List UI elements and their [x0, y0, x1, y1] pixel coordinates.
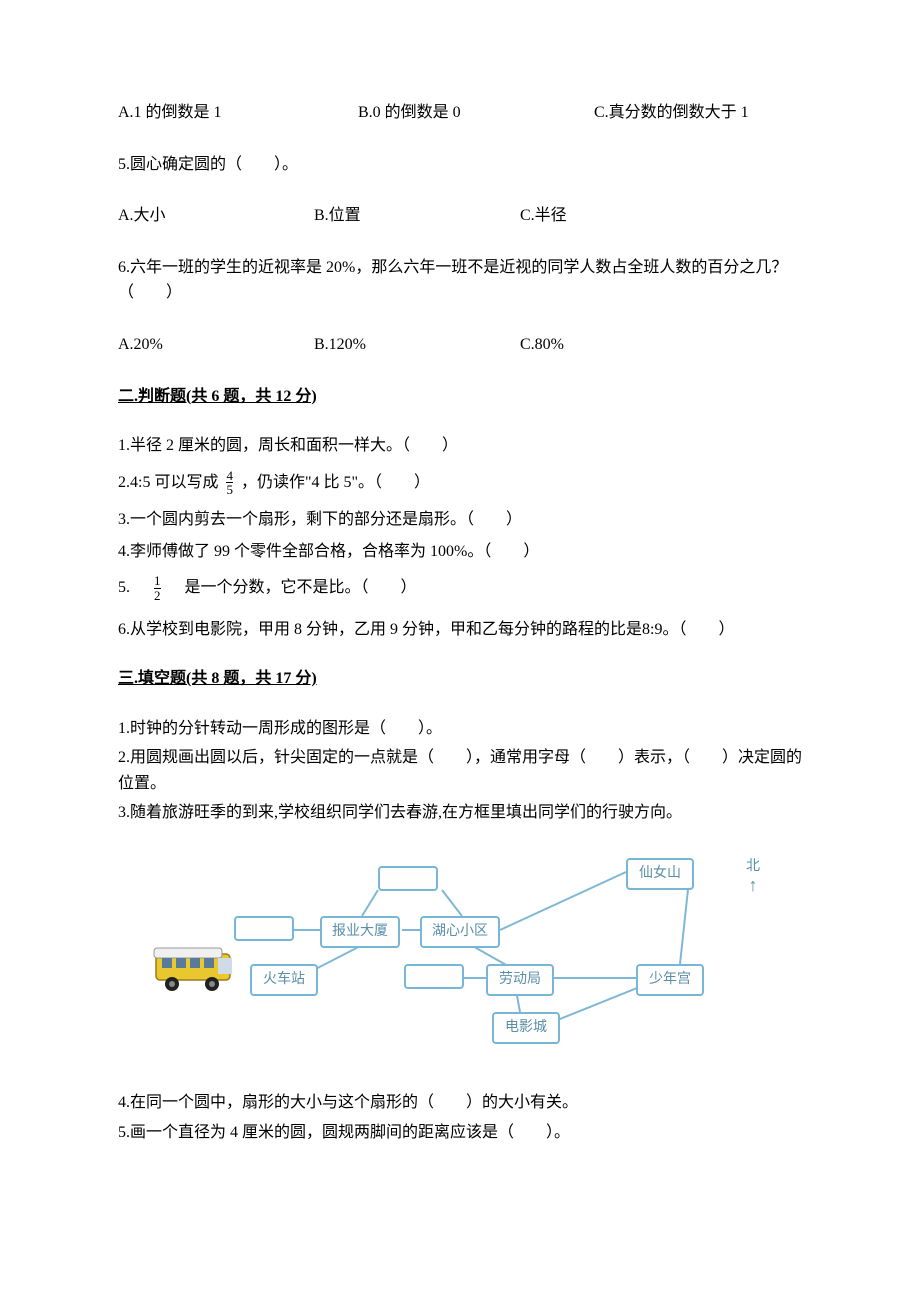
judge-item-2: 2.4:5 可以写成 4 5 ，仍读作"4 比 5"。（ ）	[118, 469, 802, 497]
north-label: 北	[746, 859, 760, 874]
j2-text-a: 2.4:5 可以写成	[118, 474, 218, 491]
q6-choice-a: A.20%	[118, 332, 314, 358]
q5-choice-c: C.半径	[520, 203, 802, 229]
fraction-4-5: 4 5	[226, 469, 233, 497]
q5-choice-a: A.大小	[118, 203, 314, 229]
north-arrow-icon: ↑	[746, 878, 760, 892]
judge-item-6: 6.从学校到电影院，甲用 8 分钟，乙用 9 分钟，甲和乙每分钟的路程的比是8:…	[118, 617, 802, 643]
fraction-den: 5	[226, 482, 233, 497]
judge-item-1: 1.半径 2 厘米的圆，周长和面积一样大。（ ）	[118, 433, 802, 459]
north-marker: 北 ↑	[746, 856, 760, 893]
q6-text: 6.六年一班的学生的近视率是 20%，那么六年一班不是近视的同学人数占全班人数的…	[118, 255, 802, 306]
node-baoye: 报业大厦	[320, 916, 400, 948]
q5-choices: A.大小 B.位置 C.半径	[118, 203, 802, 229]
node-dianying: 电影城	[492, 1012, 560, 1044]
j5-text-a: 5.	[118, 579, 146, 596]
j5-text-b: 是一个分数，它不是比。（ ）	[169, 579, 417, 596]
judge-item-3: 3.一个圆内剪去一个扇形，剩下的部分还是扇形。（ ）	[118, 507, 802, 533]
fraction-den: 2	[154, 588, 161, 603]
fill-item-1: 1.时钟的分针转动一周形成的图形是（ ）。	[118, 716, 802, 742]
q4-choice-c: C.真分数的倒数大于 1	[594, 100, 802, 126]
section2-header: 二.判断题(共 6 题，共 12 分)	[118, 384, 802, 410]
node-laodong: 劳动局	[486, 964, 554, 996]
node-empty1	[378, 866, 438, 891]
section3-header: 三.填空题(共 8 题，共 17 分)	[118, 666, 802, 692]
fill-item-2: 2.用圆规画出圆以后，针尖固定的一点就是（ ），通常用字母（ ）表示，（ ）决定…	[118, 745, 802, 796]
node-empty3	[404, 964, 464, 989]
q5-text: 5.圆心确定圆的（ ）。	[118, 152, 802, 178]
q6-choices: A.20% B.120% C.80%	[118, 332, 802, 358]
fraction-1-2: 1 2	[154, 574, 161, 602]
j2-text-b: ，仍读作"4 比 5"。（ ）	[241, 474, 430, 491]
q5-choice-b: B.位置	[314, 203, 520, 229]
q6-choice-c: C.80%	[520, 332, 802, 358]
node-shaonian: 少年宫	[636, 964, 704, 996]
fraction-num: 4	[226, 469, 233, 483]
fill-item-4: 4.在同一个圆中，扇形的大小与这个扇形的（ ）的大小有关。	[118, 1090, 802, 1116]
q6-choice-b: B.120%	[314, 332, 520, 358]
node-xiannvshan: 仙女山	[626, 858, 694, 890]
q4-choice-b: B.0 的倒数是 0	[358, 100, 594, 126]
node-huxin: 湖心小区	[420, 916, 500, 948]
q4-choices: A.1 的倒数是 1 B.0 的倒数是 0 C.真分数的倒数大于 1	[118, 100, 802, 126]
node-empty2	[234, 916, 294, 941]
q4-choice-a: A.1 的倒数是 1	[118, 100, 358, 126]
fill-item-5: 5.画一个直径为 4 厘米的圆，圆规两脚间的距离应该是（ ）。	[118, 1120, 802, 1146]
bus-icon	[148, 944, 244, 1003]
judge-item-5: 5. 1 2 是一个分数，它不是比。（ ）	[118, 574, 802, 602]
fraction-num: 1	[154, 574, 161, 588]
travel-diagram: 仙女山报业大厦湖心小区火车站 劳动局 少年宫电影城 北 ↑	[146, 850, 786, 1050]
node-huoche: 火车站	[250, 964, 318, 996]
fill-item-3: 3.随着旅游旺季的到来,学校组织同学们去春游,在方框里填出同学们的行驶方向。	[118, 800, 802, 826]
judge-item-4: 4.李师傅做了 99 个零件全部合格，合格率为 100%。（ ）	[118, 539, 802, 565]
